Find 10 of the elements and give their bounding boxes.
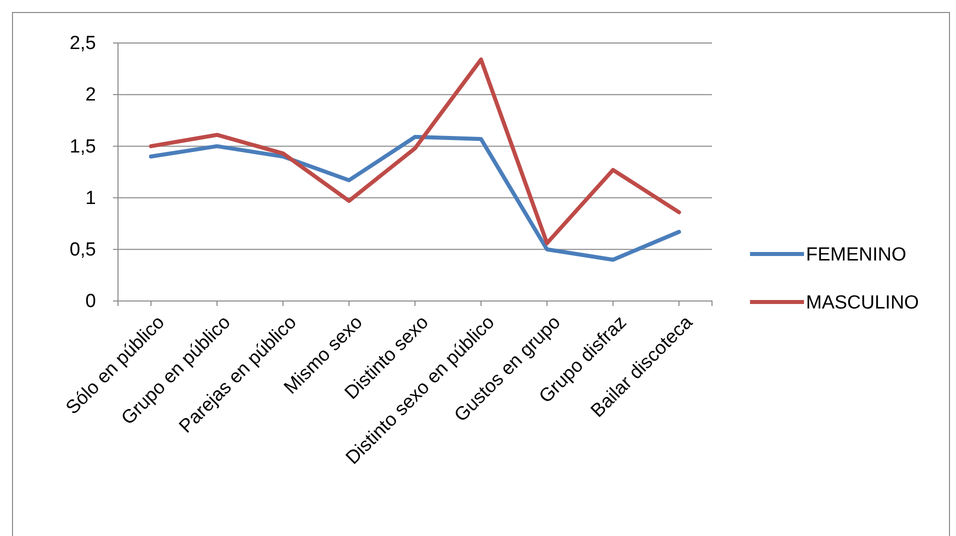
line-series <box>149 134 681 262</box>
y-tick-label: 1 <box>85 188 96 209</box>
legend-label: MASCULINO <box>806 292 919 314</box>
y-tick-label: 0,5 <box>70 239 96 260</box>
y-tick-label: 0 <box>85 291 96 312</box>
y-tick-label: 2 <box>85 84 96 106</box>
y-tick-label: 2,5 <box>70 33 96 54</box>
line-series <box>149 58 681 246</box>
legend-label: FEMENINO <box>806 244 906 266</box>
y-tick-label: 1,5 <box>70 136 96 158</box>
